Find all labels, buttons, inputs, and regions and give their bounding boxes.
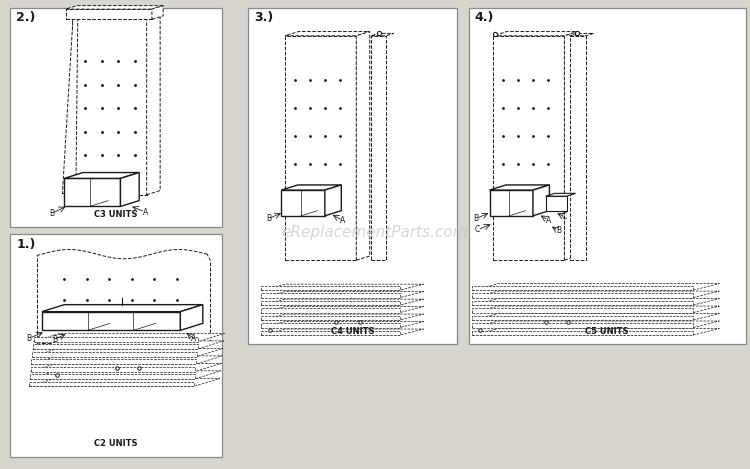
Polygon shape xyxy=(33,344,197,349)
Polygon shape xyxy=(472,299,719,305)
Polygon shape xyxy=(147,13,160,195)
Polygon shape xyxy=(472,291,719,298)
Polygon shape xyxy=(546,193,576,196)
Polygon shape xyxy=(533,185,550,216)
Polygon shape xyxy=(472,331,693,335)
Polygon shape xyxy=(356,31,370,260)
Polygon shape xyxy=(42,305,203,312)
Polygon shape xyxy=(472,328,719,335)
Polygon shape xyxy=(121,173,140,206)
Polygon shape xyxy=(281,185,341,190)
Polygon shape xyxy=(32,352,197,356)
Polygon shape xyxy=(33,341,224,349)
Bar xyxy=(469,8,746,344)
Polygon shape xyxy=(472,306,719,313)
Text: 2.): 2.) xyxy=(16,11,36,24)
Polygon shape xyxy=(42,312,180,330)
Text: C3 UNITS: C3 UNITS xyxy=(94,210,138,219)
Polygon shape xyxy=(472,301,693,305)
Polygon shape xyxy=(261,299,424,305)
Polygon shape xyxy=(34,333,224,341)
Polygon shape xyxy=(31,363,221,371)
Polygon shape xyxy=(30,374,194,379)
Polygon shape xyxy=(62,8,78,194)
Polygon shape xyxy=(472,294,693,298)
Polygon shape xyxy=(472,321,719,327)
Text: A: A xyxy=(142,208,148,217)
Polygon shape xyxy=(472,316,693,320)
Text: A: A xyxy=(546,216,551,225)
Polygon shape xyxy=(30,371,220,379)
Polygon shape xyxy=(261,286,400,290)
Text: A: A xyxy=(191,334,196,343)
Polygon shape xyxy=(490,190,533,216)
Bar xyxy=(248,8,458,344)
Polygon shape xyxy=(285,36,356,260)
Polygon shape xyxy=(72,17,147,195)
Polygon shape xyxy=(565,31,578,260)
Text: B: B xyxy=(556,226,561,235)
Polygon shape xyxy=(32,356,222,364)
Polygon shape xyxy=(285,31,370,36)
Polygon shape xyxy=(261,322,424,327)
Polygon shape xyxy=(261,331,400,335)
Text: B: B xyxy=(266,214,272,223)
Text: C: C xyxy=(562,212,567,221)
Polygon shape xyxy=(494,31,578,36)
Polygon shape xyxy=(281,190,325,216)
Polygon shape xyxy=(570,36,586,260)
Text: eReplacementParts.com: eReplacementParts.com xyxy=(282,225,468,240)
Polygon shape xyxy=(261,284,424,290)
Polygon shape xyxy=(472,309,693,313)
Polygon shape xyxy=(472,313,719,320)
Text: B: B xyxy=(473,214,478,223)
Polygon shape xyxy=(66,6,164,9)
Text: A: A xyxy=(340,216,346,225)
Polygon shape xyxy=(325,185,341,216)
Text: 4.): 4.) xyxy=(475,11,494,24)
Polygon shape xyxy=(31,367,195,371)
Polygon shape xyxy=(180,305,203,330)
Polygon shape xyxy=(261,314,424,320)
Polygon shape xyxy=(570,33,593,36)
Polygon shape xyxy=(371,33,394,36)
Polygon shape xyxy=(29,382,194,386)
Text: B: B xyxy=(26,334,32,343)
Polygon shape xyxy=(64,178,121,206)
Polygon shape xyxy=(261,316,400,320)
Polygon shape xyxy=(371,36,386,260)
Text: C: C xyxy=(475,225,480,234)
Polygon shape xyxy=(546,196,567,211)
Text: C4 UNITS: C4 UNITS xyxy=(331,327,374,336)
Text: C5 UNITS: C5 UNITS xyxy=(585,327,628,336)
Polygon shape xyxy=(64,173,140,178)
Polygon shape xyxy=(72,13,160,17)
Polygon shape xyxy=(152,6,164,19)
Polygon shape xyxy=(494,36,565,260)
Polygon shape xyxy=(66,9,152,19)
Polygon shape xyxy=(261,307,424,313)
Polygon shape xyxy=(472,284,719,290)
Polygon shape xyxy=(261,309,400,313)
Text: 3.): 3.) xyxy=(254,11,273,24)
Polygon shape xyxy=(32,359,196,364)
Text: B: B xyxy=(49,209,54,218)
Polygon shape xyxy=(29,378,220,386)
Polygon shape xyxy=(32,348,223,356)
Bar xyxy=(10,234,221,457)
Polygon shape xyxy=(261,294,400,298)
Polygon shape xyxy=(472,323,693,327)
Text: C2 UNITS: C2 UNITS xyxy=(94,439,138,448)
Polygon shape xyxy=(472,286,693,290)
Text: 1.): 1.) xyxy=(16,238,36,251)
Polygon shape xyxy=(261,329,424,335)
Polygon shape xyxy=(261,292,424,298)
Polygon shape xyxy=(261,301,400,305)
Polygon shape xyxy=(490,185,550,190)
Polygon shape xyxy=(261,323,400,327)
Bar xyxy=(10,8,221,227)
Text: B: B xyxy=(52,335,57,344)
Polygon shape xyxy=(34,337,198,341)
